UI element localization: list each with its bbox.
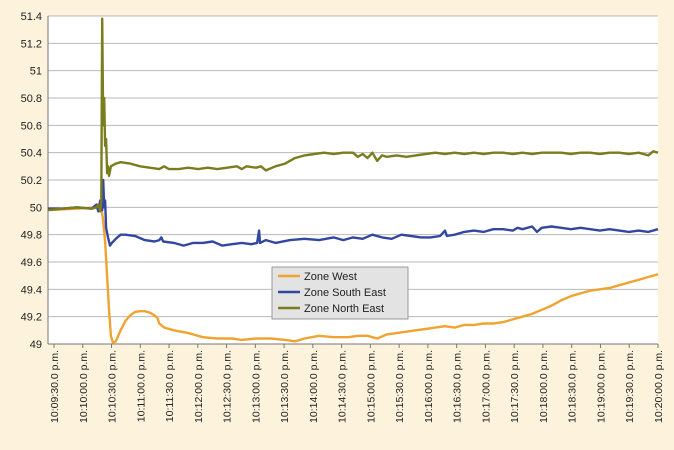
y-tick-label: 50.2 bbox=[21, 175, 42, 187]
x-tick-label: 10:16:00.0 p.m. bbox=[423, 350, 435, 423]
y-tick-label: 49.2 bbox=[21, 312, 42, 324]
x-tick-label: 10:18:00.0 p.m. bbox=[538, 350, 550, 423]
x-tick-label: 10:16:30.0 p.m. bbox=[452, 350, 464, 423]
y-tick-label: 50.8 bbox=[21, 93, 42, 105]
legend-label: Zone South East bbox=[304, 287, 386, 299]
series-line-zone-west bbox=[47, 206, 659, 344]
x-tick-label: 10:19:30.0 p.m. bbox=[624, 350, 636, 423]
y-tick-label: 49.6 bbox=[21, 257, 42, 269]
y-tick-label: 51.2 bbox=[21, 38, 42, 50]
x-tick-label: 10:12:00.0 p.m. bbox=[193, 350, 205, 423]
x-tick-label: 10:15:30.0 p.m. bbox=[394, 350, 406, 423]
legend-label: Zone West bbox=[304, 271, 357, 283]
x-tick-label: 10:20:00.0 p.m. bbox=[653, 350, 665, 423]
x-tick-label: 10:11:30.0 p.m. bbox=[164, 350, 176, 422]
y-axis-ticks: 51.4 51.2 51 50.8 50.6 50.4 50.2 50 49.8 49.6 49.4… bbox=[21, 11, 42, 351]
x-tick-label: 10:09:30.0 p.m. bbox=[49, 350, 61, 423]
x-tick-label: 10:10:00.0 p.m. bbox=[78, 350, 90, 423]
x-tick-label: 10:15:00.0 p.m. bbox=[365, 350, 377, 423]
legend: Zone West Zone South East Zone North Eas… bbox=[271, 266, 409, 320]
x-tick-label: 10:19:00.0 p.m. bbox=[595, 350, 607, 423]
legend-entry-zone-south-east: Zone South East bbox=[278, 287, 386, 299]
x-tick-label: 10:13:00.0 p.m. bbox=[250, 350, 262, 423]
series-line-zone-north-east bbox=[47, 17, 659, 213]
y-tick-label: 50.4 bbox=[21, 148, 42, 160]
x-axis-ticks: 10:09:30.0 p.m. 10:10:00.0 p.m. 10:10:30.0… bbox=[49, 344, 665, 423]
x-tick-label: 10:10:30.0 p.m. bbox=[107, 350, 119, 423]
y-tick-label: 49.4 bbox=[21, 284, 42, 296]
y-tick-label: 51.4 bbox=[21, 11, 42, 23]
y-tick-label: 50.6 bbox=[21, 120, 42, 132]
legend-entry-zone-west: Zone West bbox=[278, 271, 357, 283]
y-tick-label: 49 bbox=[30, 339, 42, 351]
x-tick-label: 10:18:30.0 p.m. bbox=[567, 350, 579, 423]
x-tick-label: 10:11:00.0 p.m. bbox=[135, 350, 147, 422]
x-tick-label: 10:17:00.0 p.m. bbox=[480, 350, 492, 423]
legend-label: Zone North East bbox=[304, 303, 384, 315]
y-tick-label: 51 bbox=[30, 66, 42, 78]
y-tick-label: 49.8 bbox=[21, 230, 42, 242]
x-tick-label: 10:13:30.0 p.m. bbox=[279, 350, 291, 423]
series-line-zone-south-east bbox=[48, 178, 659, 247]
x-tick-label: 10:14:30.0 p.m. bbox=[337, 350, 349, 423]
series-lines bbox=[47, 17, 659, 344]
y-tick-label: 50 bbox=[30, 202, 42, 214]
x-tick-label: 10:14:00.0 p.m. bbox=[308, 350, 320, 423]
x-tick-label: 10:17:30.0 p.m. bbox=[509, 350, 521, 423]
legend-entry-zone-north-east: Zone North East bbox=[278, 303, 384, 315]
x-tick-label: 10:12:30.0 p.m. bbox=[222, 350, 234, 423]
